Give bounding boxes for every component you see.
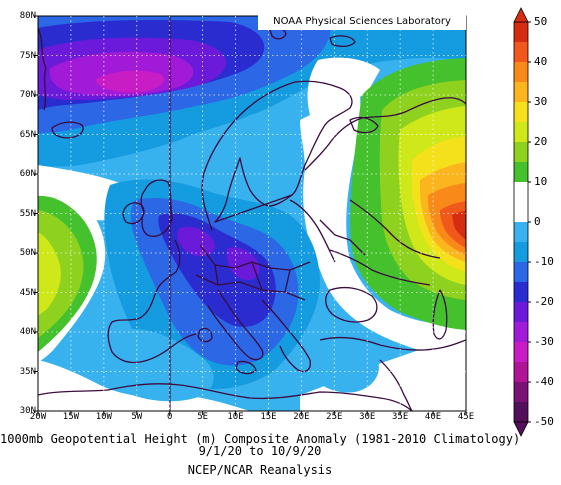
lat-label: 65N: [19, 129, 36, 140]
colorbar-segment: [514, 202, 528, 223]
colorbar-label: -50: [534, 415, 554, 428]
colorbar-segment: [514, 262, 528, 283]
colorbar-label: 10: [534, 175, 548, 188]
colorbar-segment: [514, 102, 528, 123]
lat-label: 35N: [19, 366, 36, 377]
lat-label: 45N: [19, 287, 36, 298]
lon-label: 10E: [227, 412, 244, 422]
colorbar-segment: [514, 82, 528, 103]
colorbar-label: 40: [534, 55, 548, 68]
lat-label: 50N: [19, 248, 36, 258]
coastlines: [38, 27, 466, 411]
tick-marks: [34, 15, 467, 415]
gridlines: [38, 16, 466, 411]
contour-fill: [38, 16, 466, 411]
lon-label: 35E: [392, 412, 409, 422]
colorbar-segment: [514, 402, 528, 423]
colorbar-segment: [514, 22, 528, 43]
lon-label: 5E: [197, 412, 209, 422]
caption-dates: 9/1/20 to 10/9/20: [198, 444, 322, 458]
caption-source: NCEP/NCAR Reanalysis: [187, 463, 333, 477]
colorbar-label: 20: [534, 135, 548, 148]
lon-label: 45E: [457, 412, 475, 422]
lon-label: 30E: [359, 412, 376, 422]
colorbar-segment: [514, 282, 528, 303]
colorbar-segment: [514, 42, 528, 63]
colorbar-segment: [514, 142, 528, 163]
colorbar-label: -10: [534, 255, 554, 268]
colorbar-segment: [514, 62, 528, 83]
lat-label: 55N: [19, 208, 36, 219]
colorbar-segment: [514, 122, 528, 143]
lat-label: 40N: [19, 327, 36, 337]
lat-label: 75N: [19, 50, 36, 61]
colorbar-segment: [514, 222, 528, 243]
lon-label: 20W: [29, 412, 47, 422]
lon-label: 20E: [293, 412, 310, 422]
colorbar-segment: [514, 242, 528, 263]
colorbar-label: -40: [534, 375, 554, 388]
colorbar-label: 0: [534, 215, 541, 228]
lat-label: 80N: [19, 11, 36, 21]
caption-title: 1000mb Geopotential Height (m) Composite…: [0, 432, 521, 446]
colorbar-label: -30: [534, 335, 554, 348]
colorbar-segment: [514, 182, 528, 203]
lon-label: 5W: [131, 412, 143, 422]
colorbar: [513, 7, 531, 437]
lon-label: 10W: [95, 412, 112, 422]
lon-label: 40E: [424, 412, 442, 422]
lat-label: 60N: [19, 169, 36, 179]
lon-label: 15E: [260, 412, 277, 422]
colorbar-segment: [514, 162, 528, 183]
colorbar-min-arrow: [513, 421, 529, 437]
colorbar-segment: [514, 362, 528, 383]
colorbar-max-arrow: [513, 7, 529, 23]
colorbar-segment: [514, 322, 528, 343]
lon-label: 15W: [62, 412, 80, 422]
colorbar-segment: [514, 302, 528, 323]
lon-label: 25E: [326, 412, 343, 422]
lat-label: 30N: [19, 406, 36, 416]
lat-label: 70N: [19, 90, 36, 100]
colorbar-label: -20: [534, 295, 554, 308]
colorbar-label: 30: [534, 95, 548, 108]
lon-label: 0: [166, 412, 173, 422]
colorbar-segment: [514, 382, 528, 403]
colorbar-segment: [514, 342, 528, 363]
source-label: NOAA Physical Sciences Laboratory: [258, 14, 466, 30]
colorbar-label: 50: [534, 15, 548, 28]
